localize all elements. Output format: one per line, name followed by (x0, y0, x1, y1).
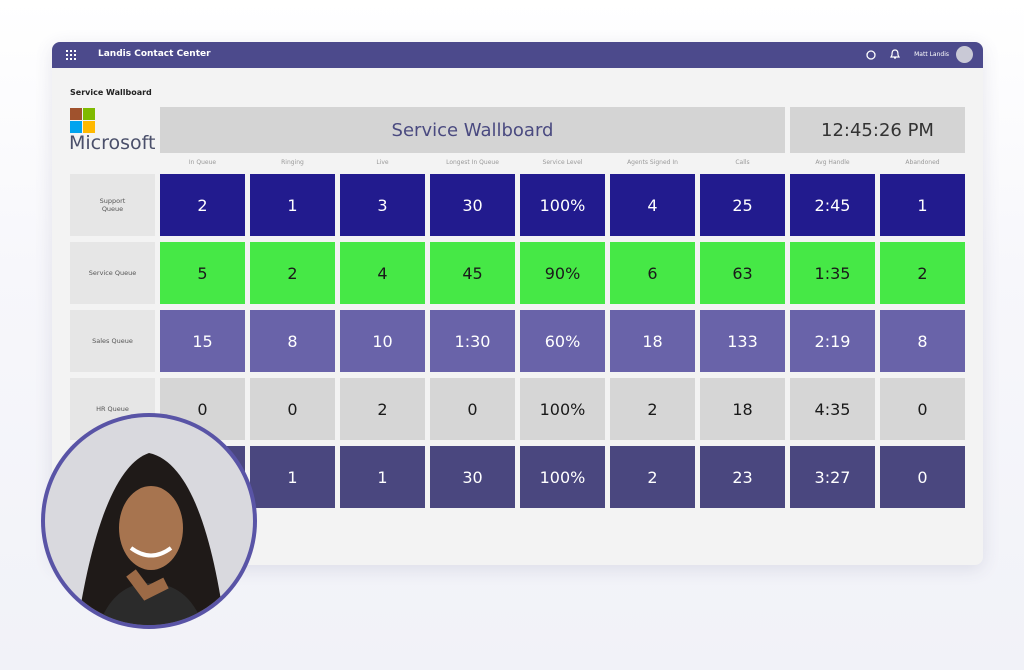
metric-cell: 5 (160, 242, 245, 304)
help-icon[interactable] (866, 50, 876, 60)
metric-cell: 8 (880, 310, 965, 372)
wallboard-title: Service Wallboard (160, 107, 785, 153)
user-name[interactable]: Matt Landis (914, 51, 949, 58)
metric-cell: 0 (250, 378, 335, 440)
metric-cell: 1:35 (790, 242, 875, 304)
column-header: Live (376, 158, 389, 166)
column-header: In Queue (188, 158, 217, 166)
user-avatar[interactable] (956, 46, 973, 63)
metric-cell: 4 (340, 242, 425, 304)
metric-cell: 100% (520, 378, 605, 440)
metric-cell: 6 (610, 242, 695, 304)
metric-cell: 1 (340, 446, 425, 508)
column-header: Longest In Queue (446, 158, 499, 166)
column-header: Agents Signed In (627, 158, 678, 166)
app-name: Landis Contact Center (98, 49, 211, 59)
metric-cell: 15 (160, 310, 245, 372)
metric-cell: 3:27 (790, 446, 875, 508)
metric-cell: 2 (610, 378, 695, 440)
column-header: Ringing (281, 158, 304, 166)
row-label: Support Queue (70, 174, 155, 236)
row-label: Sales Queue (70, 310, 155, 372)
bell-icon[interactable] (890, 49, 900, 60)
metric-cell: 2 (340, 378, 425, 440)
app-window: Landis Contact Center Matt Landis Servic… (52, 42, 983, 565)
clock: 12:45:26 PM (790, 107, 965, 153)
metric-cell: 4:35 (790, 378, 875, 440)
metric-cell: 0 (880, 446, 965, 508)
metric-cell: 0 (880, 378, 965, 440)
metric-cell: 0 (430, 378, 515, 440)
metric-cell: 1 (880, 174, 965, 236)
metric-cell: 2:19 (790, 310, 875, 372)
metric-cell: 90% (520, 242, 605, 304)
column-header: Service Level (542, 158, 583, 166)
metric-cell: 1 (250, 174, 335, 236)
metric-cell: 45 (430, 242, 515, 304)
metric-cell: 8 (250, 310, 335, 372)
metric-cell: 10 (340, 310, 425, 372)
metric-cell: 100% (520, 174, 605, 236)
metric-cell: 2 (160, 174, 245, 236)
metric-cell: 30 (430, 174, 515, 236)
metric-cell: 100% (520, 446, 605, 508)
metric-cell: 30 (430, 446, 515, 508)
column-header: Avg Handle (815, 158, 850, 166)
metric-cell: 23 (700, 446, 785, 508)
metric-cell: 3 (340, 174, 425, 236)
app-launcher[interactable] (66, 50, 76, 60)
top-bar: Landis Contact Center Matt Landis (52, 42, 983, 68)
column-header: Calls (735, 158, 750, 166)
metric-cell: 63 (700, 242, 785, 304)
metric-cell: 60% (520, 310, 605, 372)
row-label: Service Queue (70, 242, 155, 304)
page-label: Service Wallboard (70, 88, 152, 97)
metric-cell: 2 (250, 242, 335, 304)
metric-cell: 25 (700, 174, 785, 236)
logo-squares (70, 108, 95, 133)
metric-cell: 1 (250, 446, 335, 508)
metric-cell: 4 (610, 174, 695, 236)
metric-cell: 2 (880, 242, 965, 304)
metric-cell: 133 (700, 310, 785, 372)
metric-cell: 18 (610, 310, 695, 372)
metric-cell: 1:30 (430, 310, 515, 372)
column-header: Abandoned (905, 158, 940, 166)
person-photo (41, 413, 257, 629)
metric-cell: 18 (700, 378, 785, 440)
logo-text: Microsoft (69, 132, 156, 154)
metric-cell: 2:45 (790, 174, 875, 236)
metric-cell: 2 (610, 446, 695, 508)
